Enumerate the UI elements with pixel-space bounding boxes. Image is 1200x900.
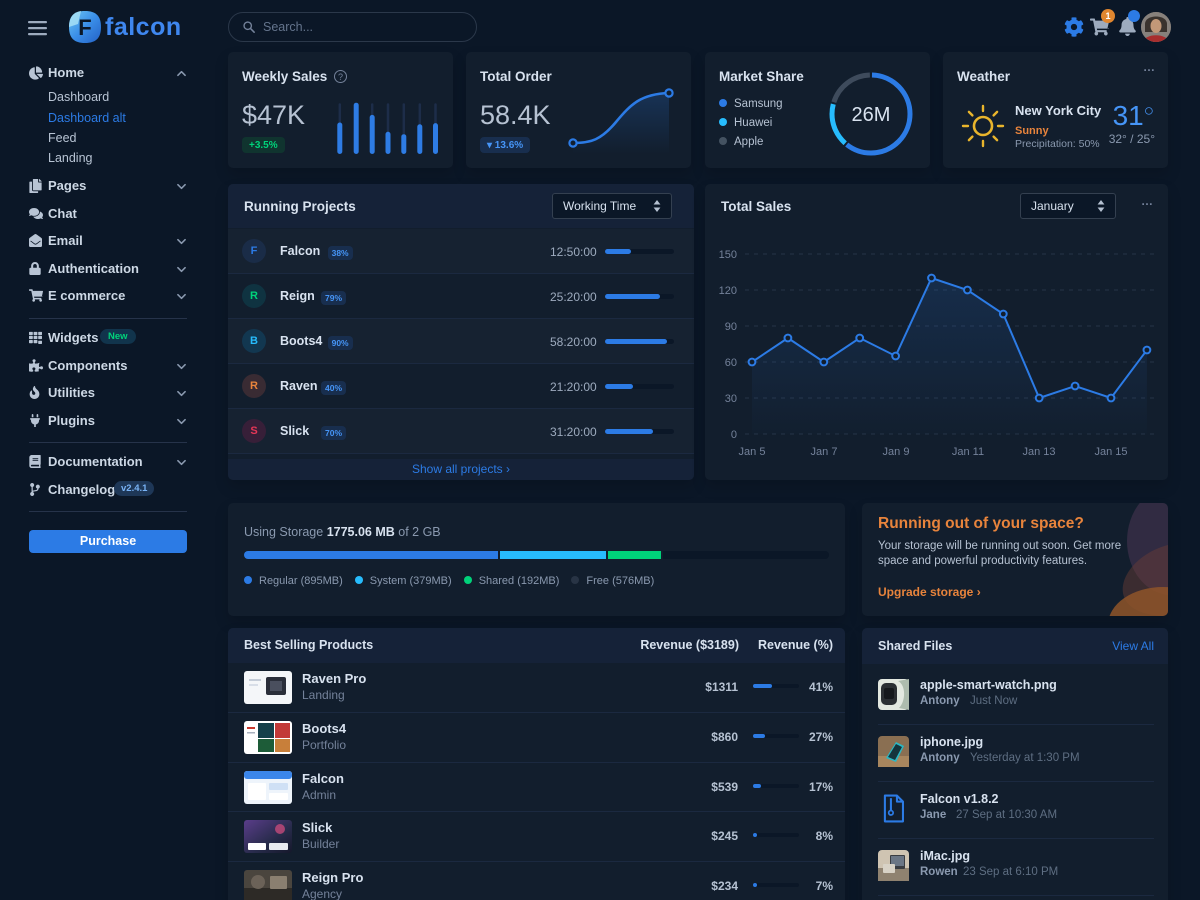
svg-text:Jan 9: Jan 9 [883,446,910,458]
svg-text:Jan 5: Jan 5 [739,446,766,458]
svg-text:26M: 26M [852,104,891,126]
svg-text:Jan 7: Jan 7 [811,446,838,458]
svg-text:150: 150 [719,249,737,261]
svg-text:60: 60 [725,357,737,369]
svg-text:0: 0 [731,429,737,441]
svg-text:90: 90 [725,321,737,333]
svg-text:Jan 15: Jan 15 [1094,446,1127,458]
svg-text:30: 30 [725,393,737,405]
svg-text:Jan 11: Jan 11 [952,446,984,458]
svg-text:Jan 13: Jan 13 [1022,446,1055,458]
svg-text:120: 120 [719,285,737,297]
svg-text:F: F [78,15,91,40]
